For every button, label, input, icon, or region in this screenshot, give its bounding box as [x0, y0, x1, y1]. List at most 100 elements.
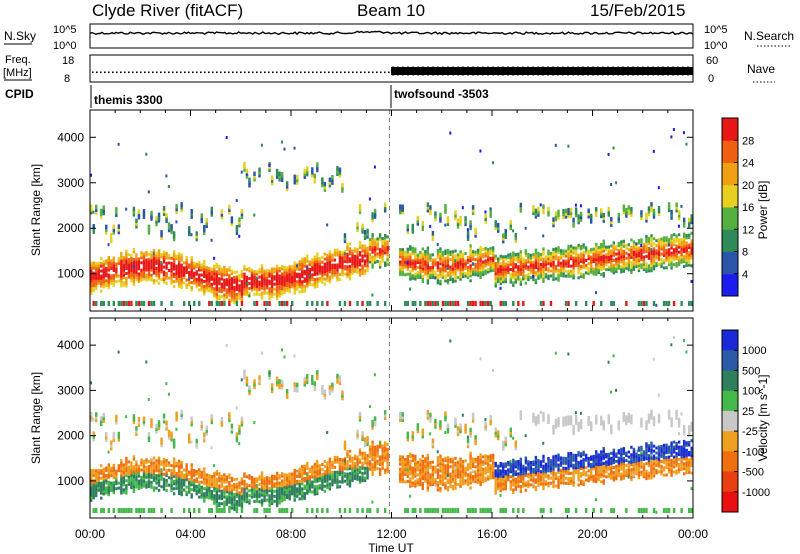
- power-cell: [600, 273, 603, 277]
- power-cell: [569, 247, 573, 251]
- power-cell: [589, 216, 593, 221]
- power-cell: [283, 300, 286, 306]
- power-cell: [238, 274, 241, 278]
- velocity-cell: [147, 467, 151, 471]
- power-cell: [650, 259, 653, 263]
- velocity-cell: [285, 483, 289, 487]
- velocity-cell: [298, 475, 301, 479]
- velocity-cell: [278, 474, 281, 478]
- power-cell: [115, 207, 118, 212]
- power-cell: [336, 273, 339, 277]
- power-cell: [203, 290, 206, 294]
- power-cell: [499, 267, 502, 271]
- velocity-cell: [127, 508, 131, 514]
- velocity-cell: [383, 458, 387, 462]
- power-cell: [293, 286, 296, 290]
- velocity-cell: [152, 508, 156, 514]
- power-cell: [640, 244, 643, 248]
- power-cell: [589, 250, 593, 254]
- power-cell: [562, 259, 565, 263]
- velocity-cell: [150, 483, 153, 487]
- power-cell: [95, 207, 98, 212]
- power-cell: [323, 252, 327, 256]
- velocity-cell: [172, 462, 176, 466]
- power-cell: [328, 265, 332, 269]
- velocity-cell: [120, 479, 123, 483]
- velocity-cell: [170, 484, 173, 487]
- power-cell: [270, 272, 274, 276]
- power-cell: [439, 279, 442, 283]
- power-cell: [637, 251, 641, 255]
- power-cell: [125, 251, 128, 255]
- power-cell: [341, 268, 344, 272]
- power-cell: [512, 276, 515, 280]
- velocity-cell: [296, 482, 299, 486]
- power-cell: [220, 290, 224, 294]
- power-cell: [285, 271, 289, 275]
- freq-sample: [184, 71, 186, 74]
- power-cell: [441, 300, 445, 306]
- power-cell: [454, 262, 457, 266]
- power-cell: [577, 253, 580, 257]
- power-cell: [509, 268, 512, 272]
- velocity-cell: [112, 434, 116, 440]
- velocity-cell: [414, 462, 417, 466]
- power-cell: [587, 257, 590, 261]
- velocity-cell: [348, 459, 352, 463]
- power-cell: [92, 223, 95, 229]
- velocity-cell: [160, 460, 163, 464]
- velocity-cell: [130, 478, 133, 482]
- velocity-cell: [255, 492, 259, 496]
- freq-sample: [220, 71, 222, 74]
- velocity-cell: [401, 462, 404, 466]
- power-cell: [610, 183, 613, 187]
- velocity-cell: [361, 451, 364, 455]
- power-cell: [404, 253, 407, 257]
- power-cell: [532, 210, 535, 216]
- velocity-cell: [406, 459, 409, 463]
- power-cell: [275, 289, 279, 293]
- power-cell: [625, 264, 628, 268]
- power-cell: [652, 249, 656, 253]
- power-cell: [172, 265, 176, 269]
- power-cell: [193, 266, 196, 270]
- velocity-cell: [366, 441, 369, 446]
- velocity-cell: [220, 497, 224, 501]
- velocity-cell: [105, 479, 108, 483]
- power-cell: [524, 266, 528, 270]
- power-cell: [466, 258, 470, 262]
- velocity-cell: [92, 468, 95, 472]
- power-cell: [298, 277, 301, 281]
- power-cell: [203, 265, 206, 269]
- freq-sample: [252, 71, 254, 74]
- velocity-cell: [135, 468, 138, 471]
- velocity-cell: [107, 475, 110, 479]
- power-cell: [132, 275, 136, 279]
- velocity-cell: [303, 472, 306, 475]
- power-cell: [602, 218, 605, 223]
- velocity-cell: [203, 487, 206, 491]
- velocity-cell: [296, 487, 299, 491]
- power-cell: [652, 264, 656, 268]
- power-cell: [135, 253, 138, 257]
- power-cell: [230, 218, 234, 224]
- power-cell: [592, 272, 595, 276]
- power-cell: [610, 254, 613, 258]
- power-cell: [451, 270, 455, 274]
- power-cell: [341, 266, 344, 270]
- power-cell: [612, 246, 615, 250]
- velocity-cell: [230, 429, 234, 434]
- velocity-cell: [230, 496, 234, 500]
- velocity-cell: [353, 469, 357, 473]
- velocity-cell: [225, 480, 229, 484]
- power-cell: [399, 209, 402, 215]
- power-cell: [474, 265, 477, 269]
- power-cell: [524, 226, 527, 230]
- velocity-cell: [263, 481, 266, 485]
- velocity-cell: [203, 467, 206, 471]
- power-cell: [605, 260, 608, 264]
- power-cell: [326, 271, 329, 275]
- power-cell: [572, 271, 575, 275]
- velocity-cell: [208, 481, 211, 485]
- velocity-cell: [243, 492, 246, 496]
